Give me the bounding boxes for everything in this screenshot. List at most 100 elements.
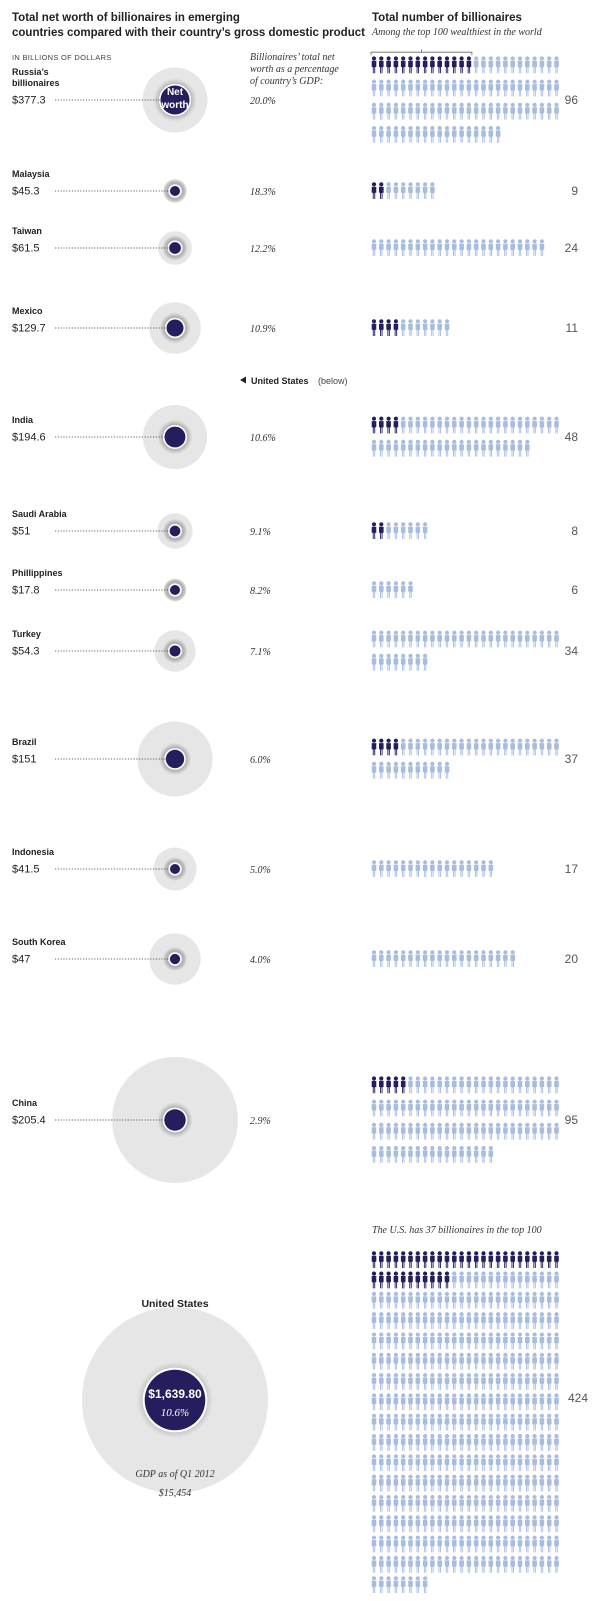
billionaire-icon — [481, 1515, 486, 1533]
count-subtitle: Among the top 100 wealthiest in the worl… — [371, 27, 543, 38]
billionaire-icon — [386, 1291, 391, 1309]
billionaire-icon — [386, 860, 391, 877]
billionaire-icon — [422, 1332, 428, 1350]
billionaire-icon — [495, 1352, 501, 1370]
billionaire-icon — [525, 1393, 530, 1411]
billionaire-icon — [525, 1474, 530, 1492]
billionaire-icon — [517, 1373, 523, 1390]
pct-header: Billionaires’ total net worth as a perce… — [250, 52, 341, 87]
billionaire-icon — [393, 439, 399, 457]
billionaire-icon — [525, 1099, 530, 1117]
billionaire-icon — [510, 1474, 515, 1492]
billionaire-icon — [430, 1434, 435, 1451]
billionaire-icon — [495, 1076, 501, 1094]
billionaire-icon — [473, 1291, 479, 1309]
billionaire-icon — [386, 653, 391, 671]
billionaire-icon — [400, 439, 406, 457]
billionaire-icon — [466, 1393, 472, 1411]
billionaire-icon — [481, 56, 486, 74]
billionaire-icon — [393, 581, 399, 598]
billionaire-icon — [554, 1393, 559, 1411]
billionaire-icon — [400, 1454, 406, 1472]
billionaire-icon — [510, 1122, 515, 1140]
billionaire-icon — [525, 1434, 530, 1451]
billionaire-icon — [415, 102, 421, 120]
billionaire-icon — [532, 1555, 537, 1573]
net-worth-value: $17.8 — [12, 585, 40, 597]
country-row: South Korea $47 4.0% 20 — [10, 933, 579, 985]
billionaire-icon — [444, 1332, 450, 1350]
top100-billionaire-icon — [371, 1271, 377, 1289]
billionaire-count: 48 — [565, 430, 579, 444]
billionaire-icon — [466, 1535, 472, 1553]
billionaire-icon — [444, 1291, 450, 1309]
billionaire-icon — [422, 1122, 428, 1140]
country-name: Taiwan — [12, 226, 42, 236]
billionaire-icon — [517, 1454, 523, 1472]
country-name: Phillippines — [12, 568, 63, 578]
billionaire-icon — [459, 1535, 464, 1553]
billionaire-icon — [554, 1474, 559, 1492]
billionaire-icon — [517, 439, 523, 457]
billionaire-icon — [379, 239, 384, 256]
billionaire-icon — [437, 1393, 442, 1411]
billionaire-icon — [473, 860, 479, 877]
country-name: Saudi Arabia — [12, 509, 68, 519]
billionaire-count: 34 — [565, 644, 579, 658]
billionaire-icon — [379, 1312, 384, 1329]
billionaire-icon — [422, 1373, 428, 1390]
billionaire-icon — [400, 1352, 406, 1370]
value-label-bg — [10, 860, 54, 873]
billionaire-icon — [371, 1122, 377, 1140]
billionaire-icon — [386, 950, 391, 967]
billionaire-icon — [459, 1146, 464, 1163]
billionaire-icon — [481, 1312, 486, 1329]
billionaire-icon — [495, 1515, 501, 1533]
billionaire-icon — [481, 1373, 486, 1390]
billionaire-icon — [400, 860, 406, 877]
billionaire-icon — [510, 738, 515, 756]
billionaire-icon — [554, 1494, 559, 1512]
billionaire-icon — [532, 1393, 537, 1411]
pct-header-line1: Billionaires’ total net — [250, 52, 335, 63]
net-worth-circle — [170, 585, 180, 595]
billionaire-icon — [517, 1393, 523, 1411]
billionaire-count: 20 — [565, 952, 579, 966]
billionaire-icon — [415, 79, 421, 97]
billionaire-icon — [532, 56, 537, 74]
billionaire-icon — [503, 56, 508, 74]
billionaire-icon — [386, 522, 391, 539]
billionaire-icon — [371, 1494, 377, 1512]
billionaire-icon — [444, 1535, 450, 1553]
billionaire-icon — [546, 1454, 552, 1472]
billionaire-icon — [517, 1312, 523, 1329]
billionaire-icon — [510, 1434, 515, 1451]
billionaire-icon — [488, 630, 494, 648]
billionaire-icon — [400, 416, 406, 434]
billionaire-icon — [554, 56, 559, 74]
billionaire-icon — [444, 439, 450, 457]
billionaire-icon — [371, 653, 377, 671]
billionaire-icon — [481, 79, 486, 97]
billionaire-icon — [495, 1312, 501, 1329]
billionaire-icon — [393, 1146, 399, 1163]
billionaire-icon — [554, 1413, 559, 1431]
billionaire-icon — [408, 1076, 413, 1094]
billionaire-icon — [452, 1474, 457, 1492]
billionaire-icon — [532, 630, 537, 648]
billionaire-icon — [481, 1474, 486, 1492]
billionaire-icon — [503, 1312, 508, 1329]
billionaire-icon — [510, 1099, 515, 1117]
billionaire-icon — [539, 1076, 545, 1094]
billionaire-icon — [459, 1099, 464, 1117]
us-net-worth-circle — [144, 1369, 206, 1431]
billionaire-icon — [525, 1373, 530, 1390]
billionaire-icon — [532, 1312, 537, 1329]
billionaire-icon — [393, 630, 399, 648]
billionaire-icon — [488, 1099, 494, 1117]
billionaire-icon — [488, 860, 494, 877]
billionaire-icon — [473, 1332, 479, 1350]
billionaire-icon — [393, 950, 399, 967]
billionaire-icon — [459, 1434, 464, 1451]
billionaire-icon — [452, 1271, 457, 1289]
